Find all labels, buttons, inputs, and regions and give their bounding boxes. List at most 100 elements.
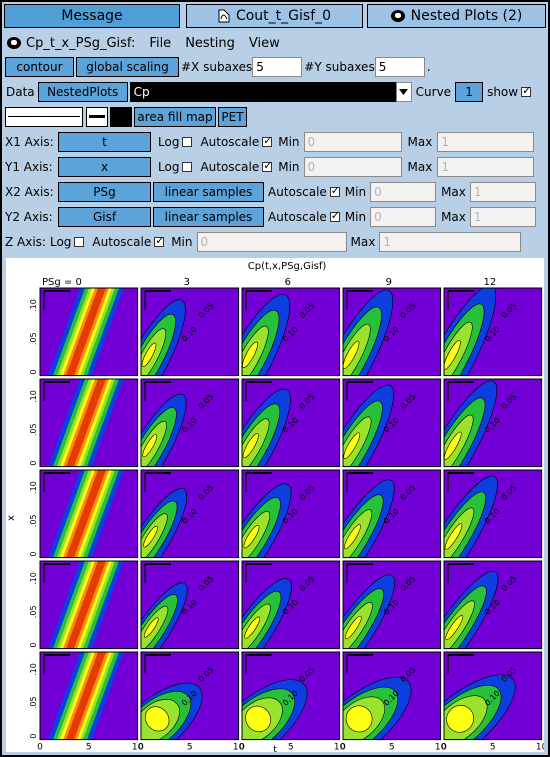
y2-autoscale-checkbox[interactable] [329,209,340,222]
contour-band [344,615,362,640]
show-checkbox[interactable] [521,84,531,97]
curve-button[interactable]: 1 [455,82,484,102]
panel-frame [140,560,240,650]
x1-axis-label: X1 Axis: [5,135,54,149]
x2-mode-button[interactable]: linear samples [153,182,264,202]
y2-max-input[interactable]: 1 [469,207,536,227]
y1-axis-label: Y1 Axis: [5,160,53,174]
color-swatch[interactable] [110,107,132,127]
z-log-checkbox[interactable] [74,237,85,247]
y-tick-label: .05 [29,423,38,436]
x1-max-input[interactable]: 1 [437,132,535,152]
contour-band [345,705,373,733]
dropdown-arrow-icon[interactable] [395,82,412,102]
tab-nested-plots[interactable]: Nested Plots (2) [367,4,546,28]
menu-nesting[interactable]: Nesting [185,35,235,51]
y1-min-input[interactable]: 0 [303,157,402,177]
x-tick-label: 0 [340,743,346,752]
x-tick-label: 0 [239,743,245,752]
data-field-select[interactable]: Cp [129,82,396,102]
y-tick-label: .05 [29,332,38,345]
y1-max-input[interactable]: 1 [437,157,535,177]
x1-min-input[interactable]: 0 [303,132,402,152]
panel-frame [39,469,139,559]
z-min-label: Min [171,235,193,249]
contour-panel [40,379,138,467]
contour-panel: 0.050.10 [444,652,542,740]
x-axis-label: t [273,745,277,752]
menu-file[interactable]: File [149,35,172,51]
x2-max-input[interactable]: 1 [469,182,536,202]
nestedplots-button[interactable]: NestedPlots [37,82,128,102]
y1-autoscale-label: Autoscale [200,160,260,174]
style-row: area fill map PET [0,106,550,128]
y1-autoscale-checkbox[interactable] [262,159,272,172]
contour-band [144,706,170,732]
contour-band [244,616,261,639]
tab-cout-t-gisf[interactable]: Cout_t_Gisf_0 [186,4,363,28]
palette-button[interactable]: PET [218,107,247,127]
contour-band [343,340,360,369]
global-scaling-button[interactable]: global scaling [76,57,179,77]
panel-frame [342,651,442,741]
area-fill-map-button[interactable]: area fill map [134,107,216,127]
menu-view[interactable]: View [248,35,280,51]
z-max-input[interactable]: 1 [379,232,522,252]
z-min-input[interactable]: 0 [196,232,347,252]
x-tick-label: 0 [138,743,144,752]
panel-frame [241,469,341,559]
contour-panel: 0.050.10 [343,652,441,740]
line-style-swatch[interactable] [5,107,83,127]
contour-panel: 0.050.10 [343,288,441,376]
x-tick-label: 0 [37,743,43,752]
y2-var-button[interactable]: Gisf [58,207,151,227]
contour-panel: 0.050.10 [141,379,239,467]
x1-axis-row: X1 Axis: t Log Autoscale Min 0 Max 1 [0,131,550,153]
plot-title: Cp_t_x_PSg_Gisf: [26,35,136,51]
show-label: show [487,85,519,99]
tab-bar: Message Cout_t_Gisf_0 Nested Plots (2) [0,0,550,32]
panel-frame [443,469,543,559]
x2-autoscale-checkbox[interactable] [329,184,340,197]
panel-frame [39,287,139,377]
data-label: Data [6,85,35,99]
plot-area: Cp(t,x,PSg,Gisf) PSg = 0369128642Gisf = … [6,258,548,755]
line-width-swatch[interactable] [86,107,108,127]
y-tick-label: .10 [29,481,38,494]
tab-cout-label: Cout_t_Gisf_0 [235,8,332,24]
x2-axis-row: X2 Axis: PSg linear samples Autoscale Mi… [0,181,550,203]
tab-message[interactable]: Message [4,4,180,28]
panel-frame [241,378,341,468]
x2-axis-label: X2 Axis: [5,185,54,199]
contour-panel: 0.050.10 [343,379,441,467]
contour-panel: 0.050.10 [444,379,542,467]
panel-frame [39,560,139,650]
x1-log-checkbox[interactable] [182,137,193,147]
contour-panel: 0.050.10 [444,470,542,558]
y2-mode-button[interactable]: linear samples [153,207,264,227]
panel-frame [443,560,543,650]
panel-frame [342,378,442,468]
contour-band [66,561,106,649]
y-tick-label: .05 [29,605,38,618]
y1-var-button[interactable]: x [58,157,151,177]
z-autoscale-checkbox[interactable] [154,234,164,247]
y-subaxes-input[interactable]: 5 [374,57,425,77]
contour-button[interactable]: contour [5,57,74,77]
x-subaxes-input[interactable]: 5 [252,57,303,77]
x1-var-button[interactable]: t [58,132,151,152]
nested-contour-plot[interactable]: Cp(t,x,PSg,Gisf) PSg = 0369128642Gisf = … [6,258,548,755]
x2-var-button[interactable]: PSg [58,182,151,202]
contour-band [444,431,462,460]
contour-panel: 0.050.10 [141,470,239,558]
panel-frame [241,287,341,377]
y1-log-checkbox[interactable] [182,162,193,172]
contour-panel: 0.050.10 [242,561,340,649]
y2-min-input[interactable]: 0 [370,207,437,227]
x2-min-input[interactable]: 0 [370,182,437,202]
contour-panel [40,561,138,649]
x1-autoscale-checkbox[interactable] [262,134,272,147]
x-tick-label: 5 [187,743,193,752]
curve-label: Curve [415,85,452,99]
contour-panel: 0.050.10 [141,561,239,649]
